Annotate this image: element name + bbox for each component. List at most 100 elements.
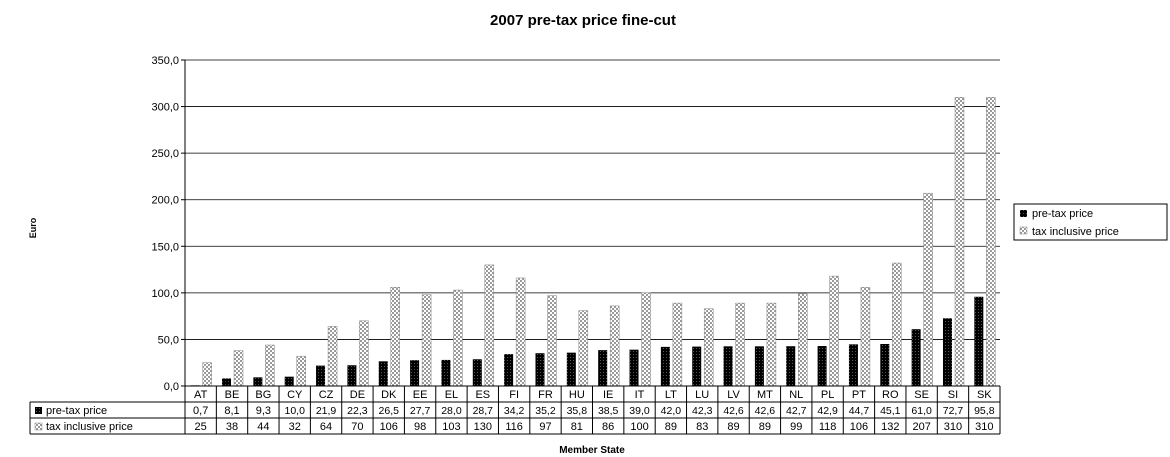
- bar-tax-inclusive: [547, 295, 557, 387]
- bar-pre-tax: [974, 296, 984, 386]
- bar-tax-inclusive: [954, 97, 965, 387]
- data-label: 0,7: [193, 405, 208, 417]
- bar-tax-inclusive: [515, 277, 526, 387]
- y-tick-label: 0,0: [164, 381, 179, 393]
- legend-box: [1013, 203, 1168, 241]
- bar-pre-tax: [692, 346, 702, 386]
- y-axis-ticks: 0,0 50,0 100,0 150,0 200,0 250,0 300,0 350,0: [151, 55, 185, 393]
- bars: [190, 97, 996, 387]
- x-tick-label: DE: [350, 389, 365, 401]
- x-tick-label: IE: [603, 389, 613, 401]
- x-tick-label: LU: [695, 389, 709, 401]
- bar-tax-inclusive: [609, 305, 620, 387]
- x-tick-label: BE: [225, 389, 240, 401]
- bar-tax-inclusive: [641, 292, 651, 387]
- x-tick-label: CY: [287, 389, 303, 401]
- y-tick-label: 300,0: [151, 102, 179, 114]
- data-label: 32: [289, 421, 301, 433]
- bar-tax-inclusive: [202, 362, 212, 387]
- bar-pre-tax: [911, 329, 921, 386]
- x-tick-label: NL: [789, 389, 803, 401]
- data-label: 38,5: [598, 405, 619, 417]
- data-label: 42,6: [723, 405, 744, 417]
- data-label: 42,6: [755, 405, 776, 417]
- bar-tax-inclusive: [484, 264, 495, 387]
- data-label: 83: [696, 421, 708, 433]
- x-tick-label: SE: [914, 389, 929, 401]
- data-label: 89: [727, 421, 739, 433]
- x-tick-label: FR: [538, 389, 553, 401]
- data-label: 38: [226, 421, 238, 433]
- x-tick-label: RO: [882, 389, 899, 401]
- data-label: 61,0: [911, 405, 932, 417]
- data-label: 89: [665, 421, 677, 433]
- bar-pre-tax: [316, 365, 326, 386]
- x-axis-label: Member State: [559, 445, 625, 456]
- bar-tax-inclusive: [735, 302, 745, 387]
- data-label: 10,0: [284, 405, 305, 417]
- data-label: 44,7: [849, 405, 870, 417]
- data-label: 310: [944, 421, 962, 433]
- data-label: 27,7: [410, 405, 431, 417]
- gridlines: [185, 59, 1000, 340]
- chart-title: 2007 pre-tax price fine-cut: [490, 12, 676, 29]
- data-label: 28,7: [473, 405, 494, 417]
- x-tick-label: CZ: [319, 389, 334, 401]
- data-label: 28,0: [441, 405, 462, 417]
- bar-pre-tax: [817, 346, 827, 386]
- x-tick-label: ES: [475, 389, 490, 401]
- table-series-swatch: [34, 422, 43, 431]
- data-label: 97: [539, 421, 551, 433]
- data-label: 130: [474, 421, 492, 433]
- data-label: 70: [351, 421, 363, 433]
- y-tick-label: 150,0: [151, 241, 179, 253]
- x-tick-label: HU: [569, 389, 585, 401]
- data-label: 22,3: [347, 405, 368, 417]
- data-label: 89: [759, 421, 771, 433]
- y-tick-label: 100,0: [151, 288, 179, 300]
- data-table: AT BE BG CY CZ DE DK EE EL ES FI FR HU IE IT LT LU LV MT NL…: [29, 385, 1001, 435]
- bar-tax-inclusive: [233, 350, 244, 387]
- data-label: 132: [881, 421, 899, 433]
- data-label: 26,5: [379, 405, 400, 417]
- bar-tax-inclusive: [923, 192, 933, 387]
- bar-pre-tax: [222, 378, 232, 386]
- bar-pre-tax: [253, 377, 263, 386]
- bar-tax-inclusive: [453, 289, 463, 387]
- data-label: 45,1: [880, 405, 901, 417]
- bar-tax-inclusive: [421, 294, 432, 387]
- legend-label-tax-inclusive: tax inclusive price: [1032, 226, 1119, 238]
- data-label: 72,7: [943, 405, 964, 417]
- legend-swatch-tax-inclusive: [1019, 226, 1028, 235]
- data-label: 99: [790, 421, 802, 433]
- data-label: 42,7: [786, 405, 807, 417]
- y-axis-label: Euro: [28, 217, 38, 238]
- x-tick-label: DK: [381, 389, 397, 401]
- bar-pre-tax: [441, 359, 451, 386]
- data-label: 86: [602, 421, 614, 433]
- table-series-swatch: [35, 407, 42, 414]
- bar-pre-tax: [535, 353, 545, 386]
- data-label: 310: [975, 421, 993, 433]
- data-label: 81: [571, 421, 583, 433]
- data-label: 35,8: [567, 405, 588, 417]
- bar-tax-inclusive: [829, 275, 839, 387]
- bar-tax-inclusive: [798, 293, 808, 387]
- y-tick-label: 350,0: [151, 55, 179, 67]
- x-tick-label: BG: [255, 389, 271, 401]
- bar-tax-inclusive: [265, 344, 275, 387]
- x-tick-label: LV: [727, 389, 740, 401]
- bar-pre-tax: [786, 346, 796, 386]
- x-tick-label: FI: [509, 389, 519, 401]
- x-tick-label: PT: [852, 389, 866, 401]
- bar-tax-inclusive: [703, 308, 714, 387]
- bar-pre-tax: [723, 346, 733, 386]
- data-label: 116: [505, 421, 523, 433]
- x-tick-label: MT: [757, 389, 773, 401]
- data-label: 100: [630, 421, 648, 433]
- data-label: 35,2: [535, 405, 556, 417]
- bar-pre-tax: [472, 359, 482, 386]
- bar-tax-inclusive: [296, 355, 306, 387]
- x-tick-label: EL: [445, 389, 458, 401]
- data-label: 103: [442, 421, 460, 433]
